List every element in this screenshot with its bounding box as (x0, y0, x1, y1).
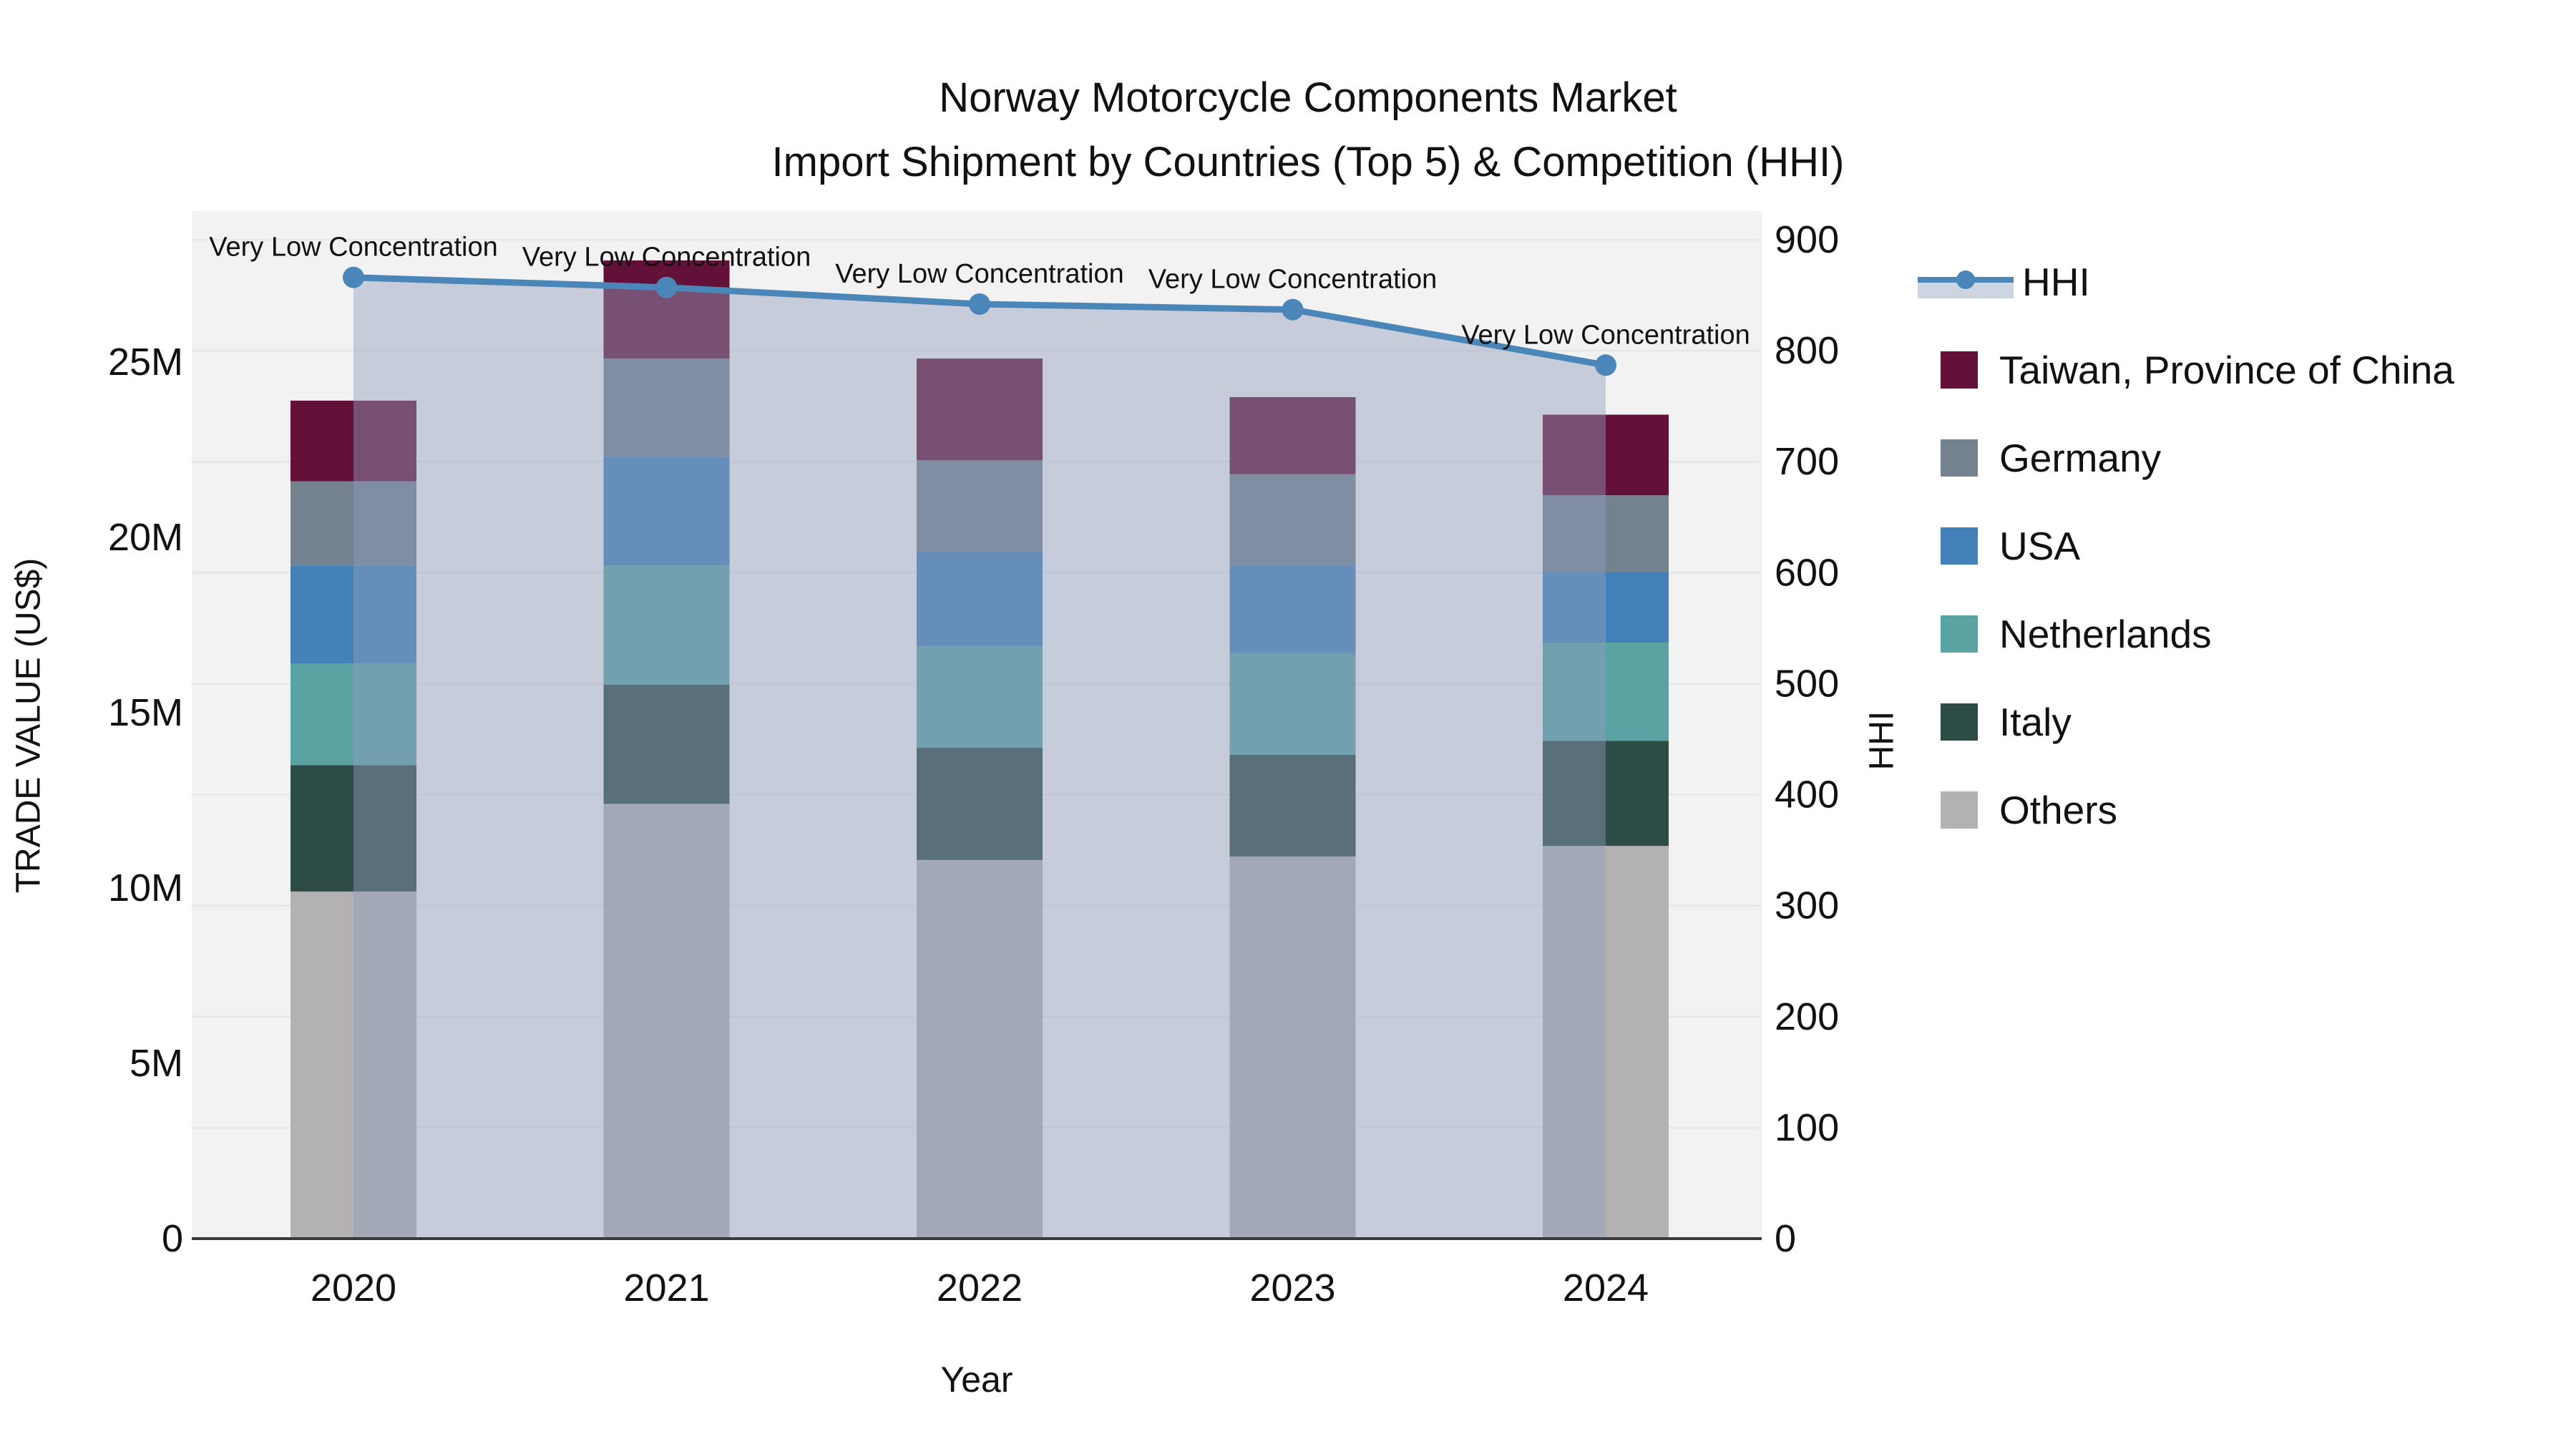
x-tick-label: 2024 (1563, 1267, 1649, 1309)
legend: HHI Taiwan, Province of China Germany US… (1918, 238, 2454, 854)
hhi-marker-2023 (1282, 298, 1304, 321)
annotation: Very Low Concentration (522, 243, 811, 273)
bar-segment-2023 (1229, 653, 1356, 755)
bar-segment-2022 (917, 859, 1043, 1239)
bar-segment-2024 (1543, 643, 1669, 741)
legend-item: Italy (1941, 678, 2454, 766)
bar-segment-2023 (1229, 565, 1356, 653)
bar-segment-2020 (291, 663, 416, 766)
legend-label: USA (1999, 523, 2081, 568)
legend-label: Italy (1999, 699, 2072, 744)
left-tick-label: 0 (162, 1217, 183, 1260)
bar-segment-2021 (603, 457, 730, 566)
legend-item: Others (1941, 766, 2454, 854)
legend-label: Others (1999, 787, 2118, 832)
hhi-marker-2020 (343, 266, 364, 288)
annotation: Very Low Concentration (1461, 320, 1750, 350)
right-tick-label: 900 (1775, 218, 1839, 261)
left-tick-label: 25M (108, 341, 183, 384)
legend-item: Netherlands (1941, 590, 2454, 678)
bar-segment-2024 (1543, 572, 1669, 643)
bar-segment-2024 (1543, 495, 1669, 572)
legend-label: Germany (1999, 435, 2162, 480)
hhi-marker-2022 (969, 293, 990, 315)
bar-segment-2021 (603, 804, 730, 1239)
chart-title: Norway Motorcycle Components Market Impo… (772, 66, 1845, 195)
right-tick-label: 700 (1775, 440, 1839, 483)
bar-segment-2020 (291, 565, 416, 664)
annotation: Very Low Concentration (209, 233, 497, 263)
legend-swatch (1941, 791, 1978, 829)
hhi-marker-2021 (655, 276, 678, 298)
bar-segment-2022 (917, 358, 1043, 461)
legend-label: Netherlands (1999, 611, 2212, 656)
bar-segment-2020 (291, 765, 416, 892)
bar-segment-2023 (1229, 856, 1356, 1239)
bar-segment-2021 (603, 358, 730, 457)
hhi-marker-2024 (1595, 354, 1616, 376)
bar-segment-2022 (917, 551, 1043, 646)
chart-title-line2: Import Shipment by Countries (Top 5) & C… (771, 139, 1845, 185)
legend-swatch (1941, 527, 1978, 565)
chart-title-line1: Norway Motorcycle Components Market (939, 74, 1677, 121)
left-tick-label: 5M (130, 1042, 183, 1085)
left-tick-label: 10M (108, 867, 183, 909)
right-tick-label: 300 (1775, 884, 1839, 927)
annotation: Very Low Concentration (835, 259, 1123, 289)
right-tick-label: 600 (1775, 551, 1839, 594)
bar-segment-2022 (917, 748, 1043, 860)
legend-swatch (1941, 439, 1978, 477)
legend-swatch (1941, 351, 1978, 389)
x-tick-label: 2020 (311, 1267, 396, 1309)
bar-segment-2022 (917, 460, 1043, 552)
left-axis-title: TRADE VALUE (US$) (9, 557, 48, 894)
left-tick-label: 20M (108, 516, 183, 559)
legend-item: USA (1941, 502, 2454, 590)
right-tick-label: 800 (1775, 329, 1839, 372)
bar-segment-2024 (1543, 846, 1669, 1239)
legend-label: HHI (2022, 259, 2090, 304)
legend-item: Taiwan, Province of China (1941, 326, 2454, 414)
right-tick-label: 100 (1775, 1106, 1839, 1149)
legend-swatch (1941, 615, 1978, 653)
annotation: Very Low Concentration (1148, 265, 1437, 295)
bar-segment-2023 (1229, 474, 1356, 566)
legend-swatch (1941, 703, 1978, 741)
bar-segment-2024 (1543, 414, 1669, 496)
hhi-line-sample (1918, 270, 2014, 298)
bar-segment-2023 (1229, 754, 1356, 857)
right-tick-label: 200 (1775, 995, 1839, 1038)
right-tick-label: 500 (1775, 662, 1839, 705)
bar-segment-2024 (1543, 741, 1669, 847)
x-tick-label: 2023 (1249, 1267, 1335, 1309)
bar-segment-2020 (291, 400, 416, 482)
bar-segment-2023 (1229, 397, 1356, 474)
bar-segment-2020 (291, 891, 416, 1239)
legend-item: Germany (1941, 414, 2454, 502)
hhi-area-fill (353, 277, 1606, 1239)
bar-segment-2022 (917, 645, 1043, 748)
right-tick-label: 0 (1775, 1217, 1796, 1260)
right-axis-title: HHI (1863, 711, 1901, 771)
legend-item-hhi: HHI (1918, 238, 2454, 326)
bar-segment-2021 (603, 565, 730, 685)
right-tick-label: 400 (1775, 774, 1839, 816)
left-tick-label: 15M (108, 691, 183, 734)
x-axis-title: Year (940, 1360, 1013, 1400)
x-tick-label: 2022 (937, 1267, 1023, 1309)
bar-segment-2020 (291, 481, 416, 566)
legend-label: Taiwan, Province of China (1999, 347, 2454, 392)
x-tick-label: 2021 (623, 1267, 709, 1309)
bar-segment-2021 (603, 684, 730, 804)
